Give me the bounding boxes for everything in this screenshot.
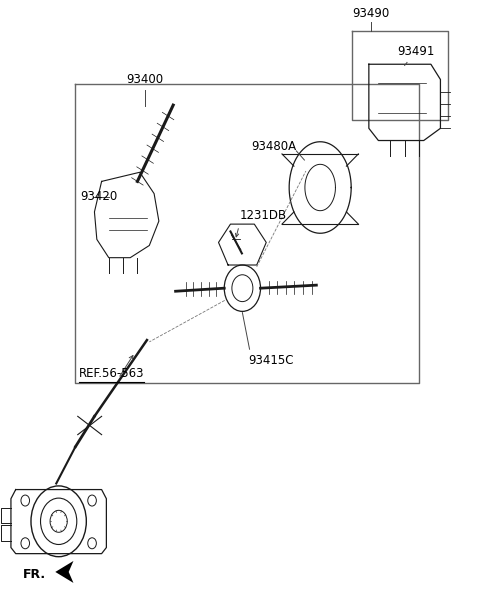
Text: 93415C: 93415C <box>248 354 294 367</box>
Text: 93480A: 93480A <box>251 140 296 153</box>
Polygon shape <box>55 561 73 583</box>
Text: 93400: 93400 <box>126 72 163 86</box>
Text: REF.56-563: REF.56-563 <box>79 367 144 380</box>
Text: FR.: FR. <box>23 568 46 582</box>
Text: 93490: 93490 <box>353 7 390 20</box>
Text: 93491: 93491 <box>397 45 435 58</box>
Text: 93420: 93420 <box>80 190 118 203</box>
Text: 1231DB: 1231DB <box>240 209 287 223</box>
